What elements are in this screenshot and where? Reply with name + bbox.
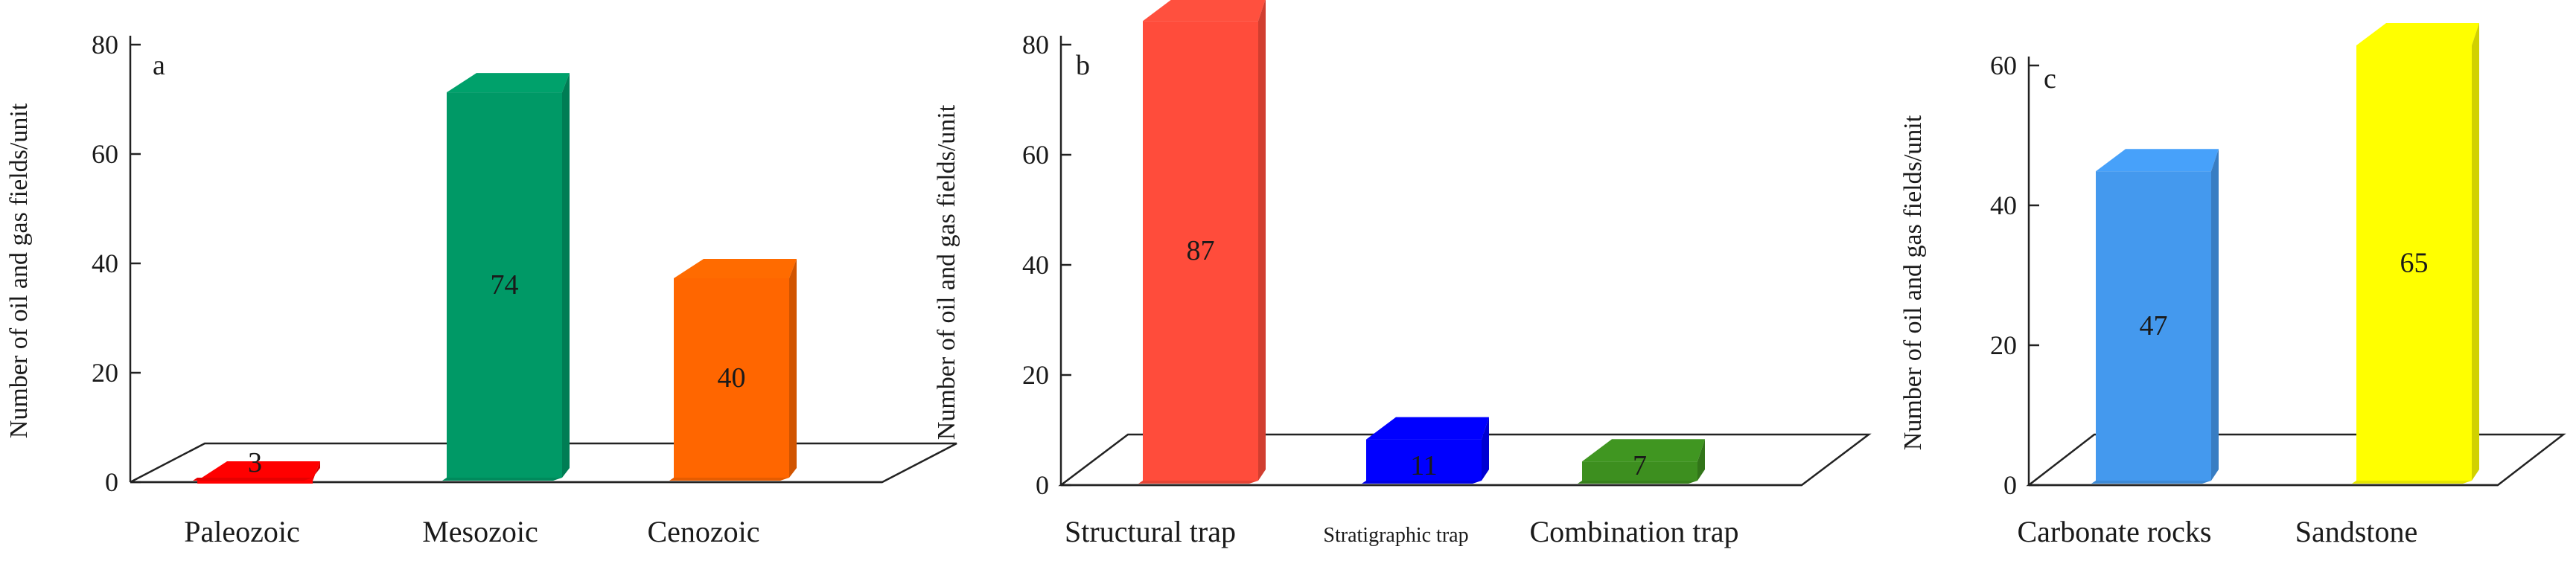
bar-front (2096, 171, 2211, 481)
data-label: 3 (248, 447, 262, 478)
x-tick-label: Sandstone (2295, 515, 2417, 548)
y-axis-label: Number of oil and gas fields/unit (933, 104, 960, 440)
bar-top (1366, 417, 1489, 440)
y-tick-label: 60 (92, 139, 118, 169)
chart-panel-b: 0 20 40 60 80 87 Structural trap 11 Stratigraphi… (933, 0, 1872, 548)
y-tick-label: 80 (92, 30, 118, 60)
bar-stratigraphic-trap: 11 (1362, 417, 1489, 484)
bar-base (442, 478, 562, 481)
bar-side (1697, 439, 1705, 481)
bar-front (674, 278, 789, 478)
panel-letter: a (153, 50, 165, 81)
bar-front (2356, 45, 2472, 481)
x-tick-label: Combination trap (1529, 515, 1738, 548)
bar-top (1143, 0, 1266, 22)
bar-top (447, 73, 570, 93)
bar-base (1138, 481, 1258, 484)
x-tick-label: Mesozoic (422, 515, 538, 548)
y-tick-label: 40 (1990, 190, 2017, 220)
x-tick-label: Cenozoic (647, 515, 759, 548)
y-tick-label: 60 (1022, 140, 1049, 170)
bar-paleozoic: 3 (193, 447, 320, 484)
bar-top (2096, 149, 2219, 172)
data-label: 7 (1633, 450, 1647, 481)
bar-cenozoic: 40 (669, 259, 797, 481)
y-tick-label: 0 (2003, 470, 2017, 500)
bar-base (1578, 481, 1697, 484)
y-tick-label: 60 (1990, 51, 2017, 80)
data-label: 87 (1187, 235, 1215, 266)
x-tick-label: Carbonate rocks (2017, 515, 2211, 548)
bar-side (2211, 149, 2219, 481)
y-axis-label: Number of oil and gas fields/unit (5, 103, 33, 438)
y-tick-label: 80 (1022, 30, 1049, 60)
bar-top (1582, 439, 1705, 462)
data-label: 65 (2400, 248, 2429, 279)
chart-panel-c: 0 20 40 60 47 Carbonate rocks 65 Sandstone Numbe… (1899, 23, 2566, 548)
x-tick-label: Structural trap (1065, 515, 1236, 548)
bar-side (1482, 417, 1489, 481)
x-tick-label: Stratigraphic trap (1323, 524, 1468, 547)
bar-side (562, 73, 570, 478)
bar-side (789, 259, 797, 478)
bar-top (197, 461, 320, 481)
y-tick-label: 20 (1990, 330, 2017, 360)
y-tick-label: 20 (1022, 360, 1049, 390)
data-label: 11 (1410, 450, 1438, 481)
bar-combination-trap: 7 (1578, 439, 1705, 484)
y-tick-label: 20 (92, 358, 118, 388)
bar-carbonate-rocks: 47 (2091, 149, 2219, 484)
bar-side (2472, 23, 2479, 481)
bar-mesozoic: 74 (442, 73, 570, 481)
bar-base (2352, 481, 2472, 484)
bar-front (197, 480, 313, 484)
bar-base (1362, 481, 1482, 484)
bar-side (1258, 0, 1266, 481)
bar-top (2356, 23, 2479, 45)
bar-base (193, 478, 313, 481)
y-tick-label: 40 (1022, 250, 1049, 280)
y-tick-label: 0 (105, 467, 118, 497)
bar-front (1366, 439, 1482, 481)
bar-front (1143, 21, 1258, 481)
bar-base (669, 478, 789, 481)
bar-front (447, 92, 562, 478)
y-tick-label: 0 (1036, 470, 1049, 500)
y-tick-label: 40 (92, 249, 118, 278)
bar-sandstone: 65 (2352, 23, 2479, 484)
panel-letter: c (2044, 63, 2056, 94)
bar-top (674, 259, 797, 278)
data-label: 74 (491, 269, 519, 301)
panel-letter: b (1076, 50, 1090, 81)
data-label: 47 (2140, 310, 2168, 342)
x-tick-label: Paleozoic (184, 515, 300, 548)
bar-front (1582, 461, 1697, 481)
bar-base (2091, 481, 2211, 484)
data-label: 40 (718, 362, 746, 394)
y-axis-label: Number of oil and gas fields/unit (1899, 115, 1927, 450)
chart-panel-a: 0 20 40 60 80 3 Paleozoic 74 Mesozoic 40 Cenozoic N… (5, 30, 957, 548)
bar-side (313, 461, 320, 481)
bar-structural-trap: 87 (1138, 0, 1266, 484)
